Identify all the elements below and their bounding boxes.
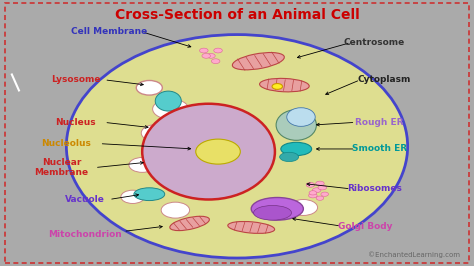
- Ellipse shape: [161, 202, 190, 218]
- Ellipse shape: [272, 84, 283, 89]
- Ellipse shape: [260, 78, 309, 92]
- Ellipse shape: [251, 197, 303, 220]
- Ellipse shape: [207, 53, 215, 58]
- Ellipse shape: [214, 48, 222, 53]
- Ellipse shape: [142, 104, 275, 200]
- Ellipse shape: [312, 188, 321, 193]
- Text: Nucleolus: Nucleolus: [41, 139, 91, 148]
- Ellipse shape: [137, 81, 162, 95]
- Ellipse shape: [276, 110, 316, 140]
- Ellipse shape: [232, 53, 284, 70]
- Text: Mitochondrion: Mitochondrion: [48, 230, 122, 239]
- Text: ©EnchantedLearning.com: ©EnchantedLearning.com: [368, 251, 460, 258]
- Ellipse shape: [170, 216, 210, 231]
- Bar: [38, 0, 436, 266]
- Text: Cytoplasm: Cytoplasm: [357, 75, 410, 84]
- Ellipse shape: [141, 124, 172, 142]
- Text: Golgi Body: Golgi Body: [338, 222, 392, 231]
- Ellipse shape: [66, 35, 408, 258]
- Text: Nucleus: Nucleus: [55, 118, 96, 127]
- Ellipse shape: [134, 188, 165, 201]
- Ellipse shape: [202, 53, 210, 58]
- Text: Nuclear
Membrane: Nuclear Membrane: [35, 158, 89, 177]
- Ellipse shape: [309, 191, 317, 195]
- Ellipse shape: [316, 196, 324, 200]
- Ellipse shape: [306, 182, 315, 187]
- Ellipse shape: [196, 139, 240, 164]
- Ellipse shape: [153, 99, 189, 119]
- Text: Ribosomes: Ribosomes: [347, 184, 402, 193]
- Ellipse shape: [309, 193, 317, 198]
- Ellipse shape: [318, 185, 327, 190]
- Ellipse shape: [321, 192, 328, 196]
- Ellipse shape: [287, 108, 315, 126]
- Text: Cross-Section of an Animal Cell: Cross-Section of an Animal Cell: [115, 8, 359, 22]
- Ellipse shape: [281, 142, 311, 156]
- Text: Smooth ER: Smooth ER: [352, 144, 407, 153]
- Text: Lysosome: Lysosome: [51, 75, 100, 84]
- Ellipse shape: [200, 48, 208, 53]
- Text: Rough ER: Rough ER: [355, 118, 403, 127]
- Text: Cell Membrane: Cell Membrane: [71, 27, 147, 36]
- Ellipse shape: [228, 222, 274, 233]
- Ellipse shape: [121, 190, 145, 203]
- Text: Vacuole: Vacuole: [65, 195, 105, 204]
- Text: Centrosome: Centrosome: [344, 38, 405, 47]
- Ellipse shape: [280, 152, 299, 162]
- Ellipse shape: [155, 91, 181, 111]
- Ellipse shape: [254, 205, 292, 220]
- Ellipse shape: [211, 59, 220, 64]
- Ellipse shape: [129, 157, 155, 172]
- Ellipse shape: [289, 200, 318, 215]
- Ellipse shape: [316, 181, 324, 186]
